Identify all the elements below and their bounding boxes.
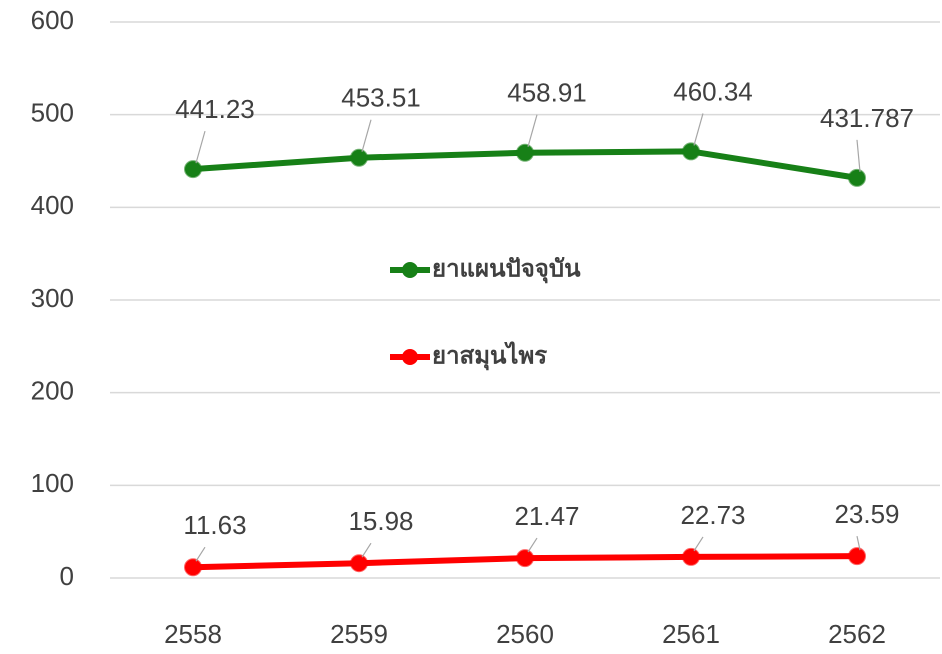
x-tick-label: 2559 <box>330 619 388 649</box>
data-label: 458.91 <box>507 78 587 108</box>
leader-line <box>195 546 206 562</box>
marker <box>682 547 700 566</box>
y-tick-label: 0 <box>60 561 74 591</box>
legend-marker <box>402 262 418 278</box>
data-label: 460.34 <box>673 76 753 106</box>
legend-marker <box>402 349 418 365</box>
leader-line <box>527 114 538 147</box>
leader-line <box>693 113 704 146</box>
data-label: 431.787 <box>820 103 914 133</box>
marker <box>682 142 700 161</box>
marker <box>516 143 534 162</box>
marker <box>184 558 202 577</box>
x-tick-label: 2561 <box>662 619 720 649</box>
y-tick-label: 100 <box>31 468 74 498</box>
data-label: 23.59 <box>834 499 899 529</box>
y-tick-label: 300 <box>31 283 74 313</box>
leader-line <box>856 139 861 172</box>
data-label: 21.47 <box>514 501 579 531</box>
legend-text: ยาสมุนไพร <box>432 340 547 371</box>
y-tick-label: 600 <box>31 5 74 35</box>
x-tick-label: 2558 <box>164 619 222 649</box>
data-label: 22.73 <box>680 500 745 530</box>
marker <box>184 160 202 179</box>
leader-line <box>361 542 372 558</box>
data-label: 15.98 <box>348 506 413 536</box>
y-tick-label: 400 <box>31 190 74 220</box>
leader-line <box>693 536 704 552</box>
marker <box>350 148 368 167</box>
data-label: 453.51 <box>341 83 421 113</box>
leader-line <box>527 537 538 553</box>
legend-text: ยาแผนปัจจุบัน <box>432 255 581 284</box>
x-tick-label: 2560 <box>496 619 554 649</box>
marker <box>848 168 866 187</box>
y-tick-label: 500 <box>31 98 74 128</box>
leader-line <box>361 119 372 152</box>
leader-line <box>195 130 206 164</box>
marker <box>848 547 866 566</box>
marker <box>350 554 368 573</box>
y-tick-label: 200 <box>31 376 74 406</box>
x-tick-label: 2562 <box>828 619 886 649</box>
data-label: 441.23 <box>175 94 255 124</box>
leader-line <box>856 536 861 551</box>
data-label: 11.63 <box>183 510 246 540</box>
marker <box>516 549 534 568</box>
